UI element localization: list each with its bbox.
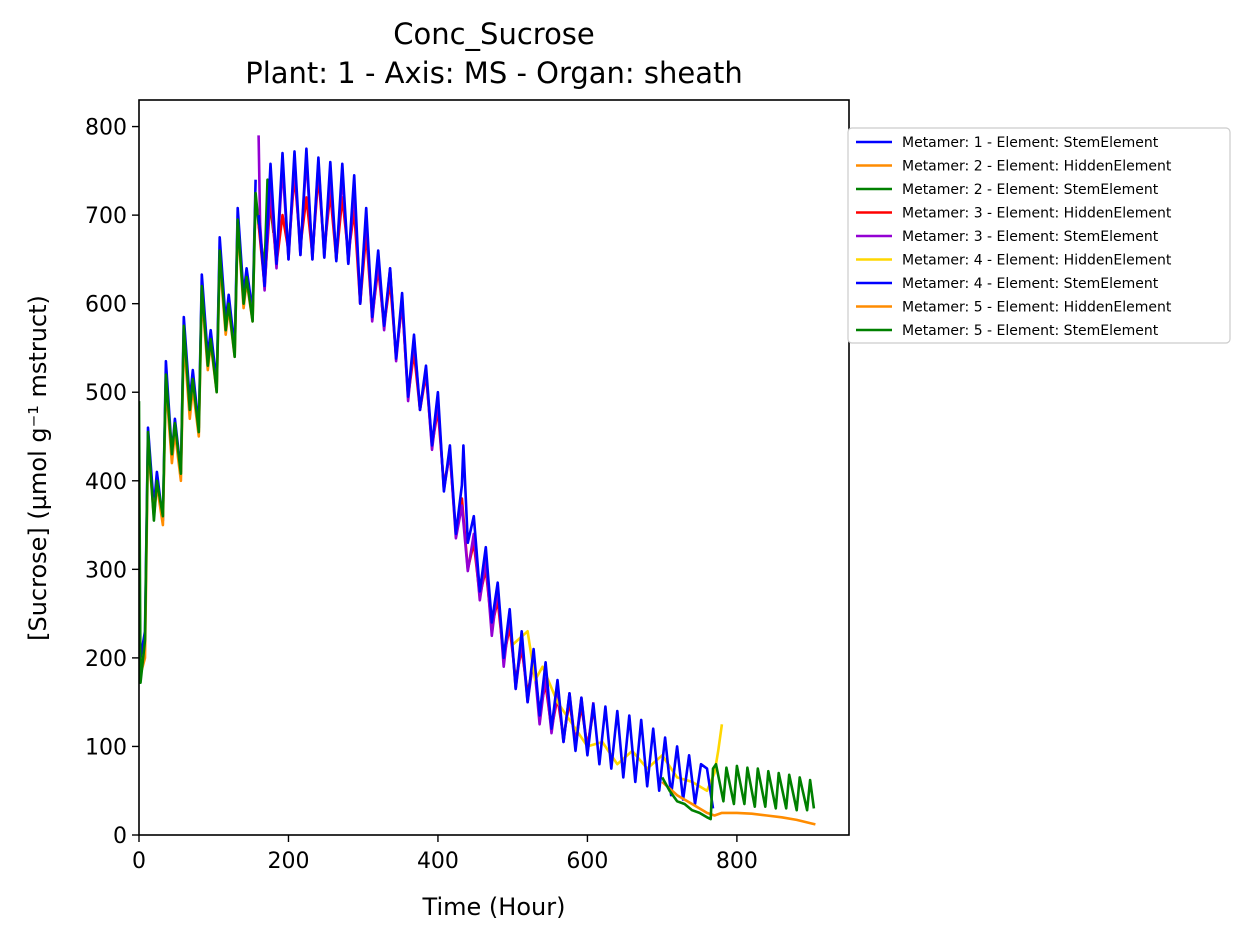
x-axis-label: Time (Hour) xyxy=(422,893,566,921)
chart-subtitle: Plant: 1 - Axis: MS - Organ: sheath xyxy=(245,56,743,90)
x-tick-label: 0 xyxy=(132,849,146,874)
legend-entry: Metamer: 4 - Element: StemElement xyxy=(902,276,1159,292)
x-tick-label: 600 xyxy=(566,849,608,874)
legend-entry: Metamer: 5 - Element: HiddenElement xyxy=(902,300,1172,316)
y-tick-label: 800 xyxy=(85,116,127,141)
legend-entry: Metamer: 3 - Element: HiddenElement xyxy=(902,206,1172,222)
legend-frame xyxy=(847,127,1231,344)
y-tick-label: 0 xyxy=(113,824,127,849)
legend-entry: Metamer: 4 - Element: HiddenElement xyxy=(902,253,1172,269)
series-line-2 xyxy=(139,197,257,681)
y-tick-label: 400 xyxy=(85,470,127,495)
y-axis-label: [Sucrose] (µmol g⁻¹ mstruct) xyxy=(24,295,52,641)
chart-title: Conc_Sucrose xyxy=(393,17,595,51)
y-tick-label: 600 xyxy=(85,293,127,318)
legend-entry: Metamer: 2 - Element: StemElement xyxy=(902,182,1159,198)
series-line-4 xyxy=(257,174,595,748)
legend: Metamer: 1 - Element: StemElement Metamer… xyxy=(847,127,1231,344)
plot-area xyxy=(138,99,850,836)
series-line-8 xyxy=(661,780,816,826)
y-tick-label: 200 xyxy=(85,647,127,672)
series-layer xyxy=(139,135,816,826)
legend-entry: Metamer: 5 - Element: StemElement xyxy=(902,323,1159,339)
legend-entry: Metamer: 1 - Element: StemElement xyxy=(902,135,1159,151)
legend-entry: Metamer: 2 - Element: HiddenElement xyxy=(902,159,1172,175)
x-tick-label: 200 xyxy=(267,849,309,874)
axis-ticks: 0 200 400 600 800 0 100 200 300 400 500 600 700 800 xyxy=(85,116,758,874)
x-tick-label: 400 xyxy=(417,849,459,874)
series-line-7 xyxy=(257,147,715,809)
legend-entry: Metamer: 3 - Element: StemElement xyxy=(902,229,1159,245)
series-line-3 xyxy=(139,178,275,685)
y-tick-label: 500 xyxy=(85,381,127,406)
y-tick-label: 700 xyxy=(85,204,127,229)
series-line-9 xyxy=(661,762,816,821)
plot-frame xyxy=(138,99,850,836)
x-tick-label: 800 xyxy=(716,849,758,874)
y-tick-label: 300 xyxy=(85,558,127,583)
y-tick-label: 100 xyxy=(85,735,127,760)
